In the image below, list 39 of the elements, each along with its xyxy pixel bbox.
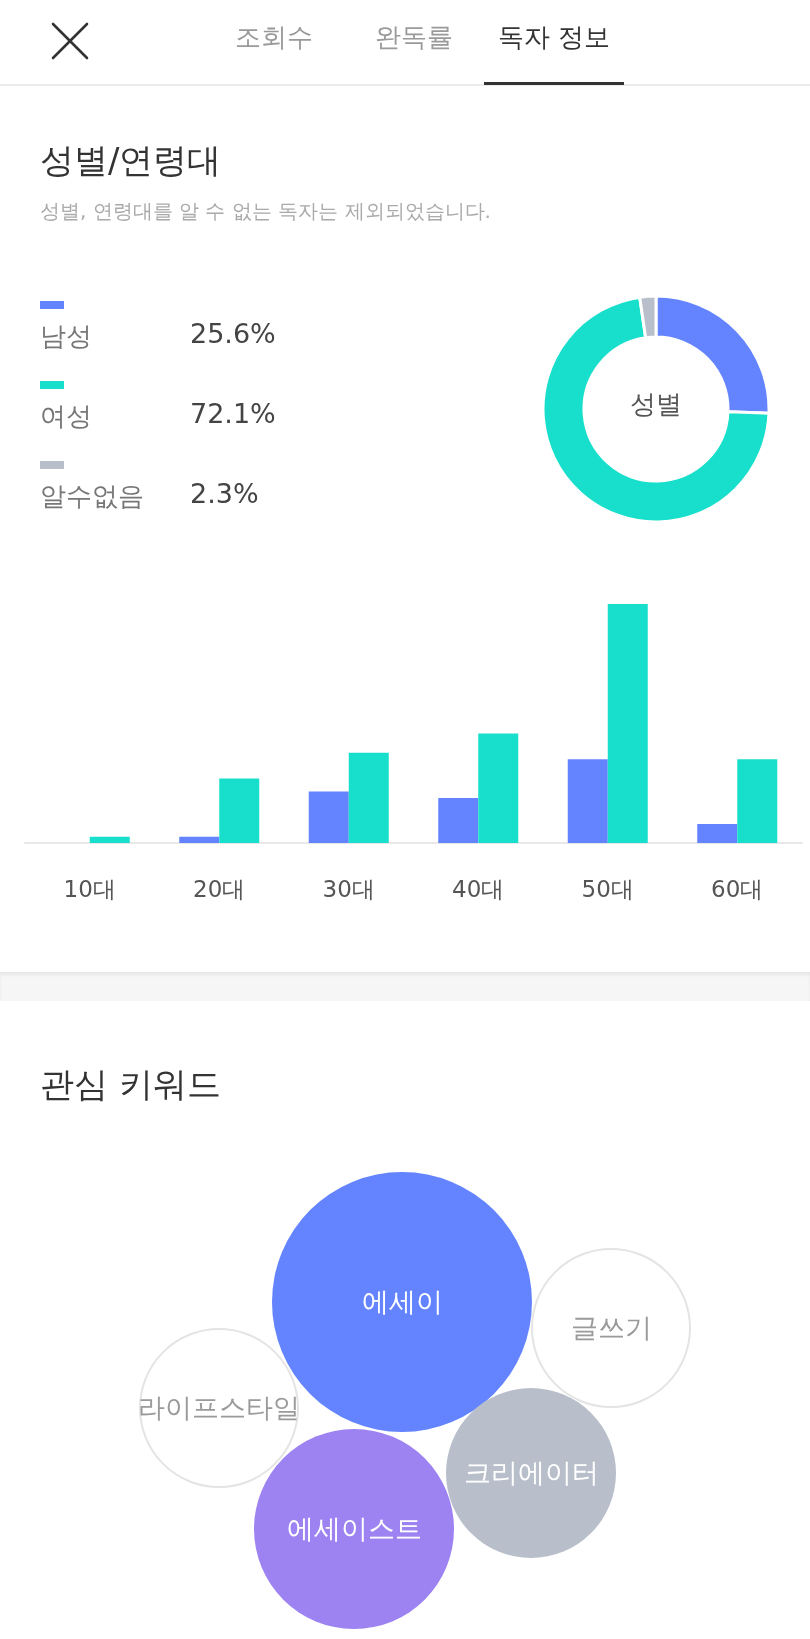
legend-label: 남성 [40, 321, 92, 351]
chart-title: 성별/연령대 [40, 140, 222, 180]
x-tick-label: 60대 [711, 875, 764, 902]
bar [89, 836, 130, 843]
bar [219, 778, 260, 843]
bar [179, 836, 220, 843]
legend-label: 여성 [40, 401, 92, 431]
category-label: 에세이 [361, 1285, 443, 1319]
x-tick-label: 50대 [581, 875, 634, 902]
keyword-bubble: 에세이스트 [254, 1429, 454, 1629]
text: 성별 [630, 389, 682, 419]
category-label: 글쓰기 [570, 1311, 652, 1345]
keyword-bubble: 크리에이터 [446, 1388, 616, 1558]
data-label: 72.1% [190, 398, 276, 429]
legend-label: 알수없음 [40, 481, 144, 511]
x-tick-label: 30대 [322, 875, 375, 902]
keyword-bubble: 글쓰기 [531, 1248, 691, 1408]
x-tick-label: 10대 [63, 875, 116, 902]
data-label: 2.3% [190, 478, 259, 509]
category-label: 라이프스타일 [138, 1391, 300, 1425]
bar [607, 604, 648, 843]
bar [567, 759, 608, 843]
bar [478, 733, 519, 843]
text: 완독률 [375, 22, 453, 52]
bar [697, 823, 738, 843]
category-label: 크리에이터 [463, 1456, 599, 1490]
bar [308, 791, 349, 843]
keyword-bubble: 라이프스타일 [139, 1328, 299, 1488]
x-tick-label: 40대 [452, 875, 505, 902]
x-tick-label: 20대 [193, 875, 246, 902]
data-label: 25.6% [190, 318, 276, 349]
text: 관심 키워드 [40, 1064, 221, 1104]
bar [737, 759, 778, 843]
bar [438, 798, 479, 843]
text: 독자 정보 [497, 22, 611, 52]
bar [348, 752, 389, 843]
chart-subtitle: 성별, 연령대를 알 수 없는 독자는 제외되었습니다. [40, 199, 491, 223]
category-label: 에세이스트 [286, 1512, 422, 1546]
text: 조회수 [235, 22, 313, 52]
